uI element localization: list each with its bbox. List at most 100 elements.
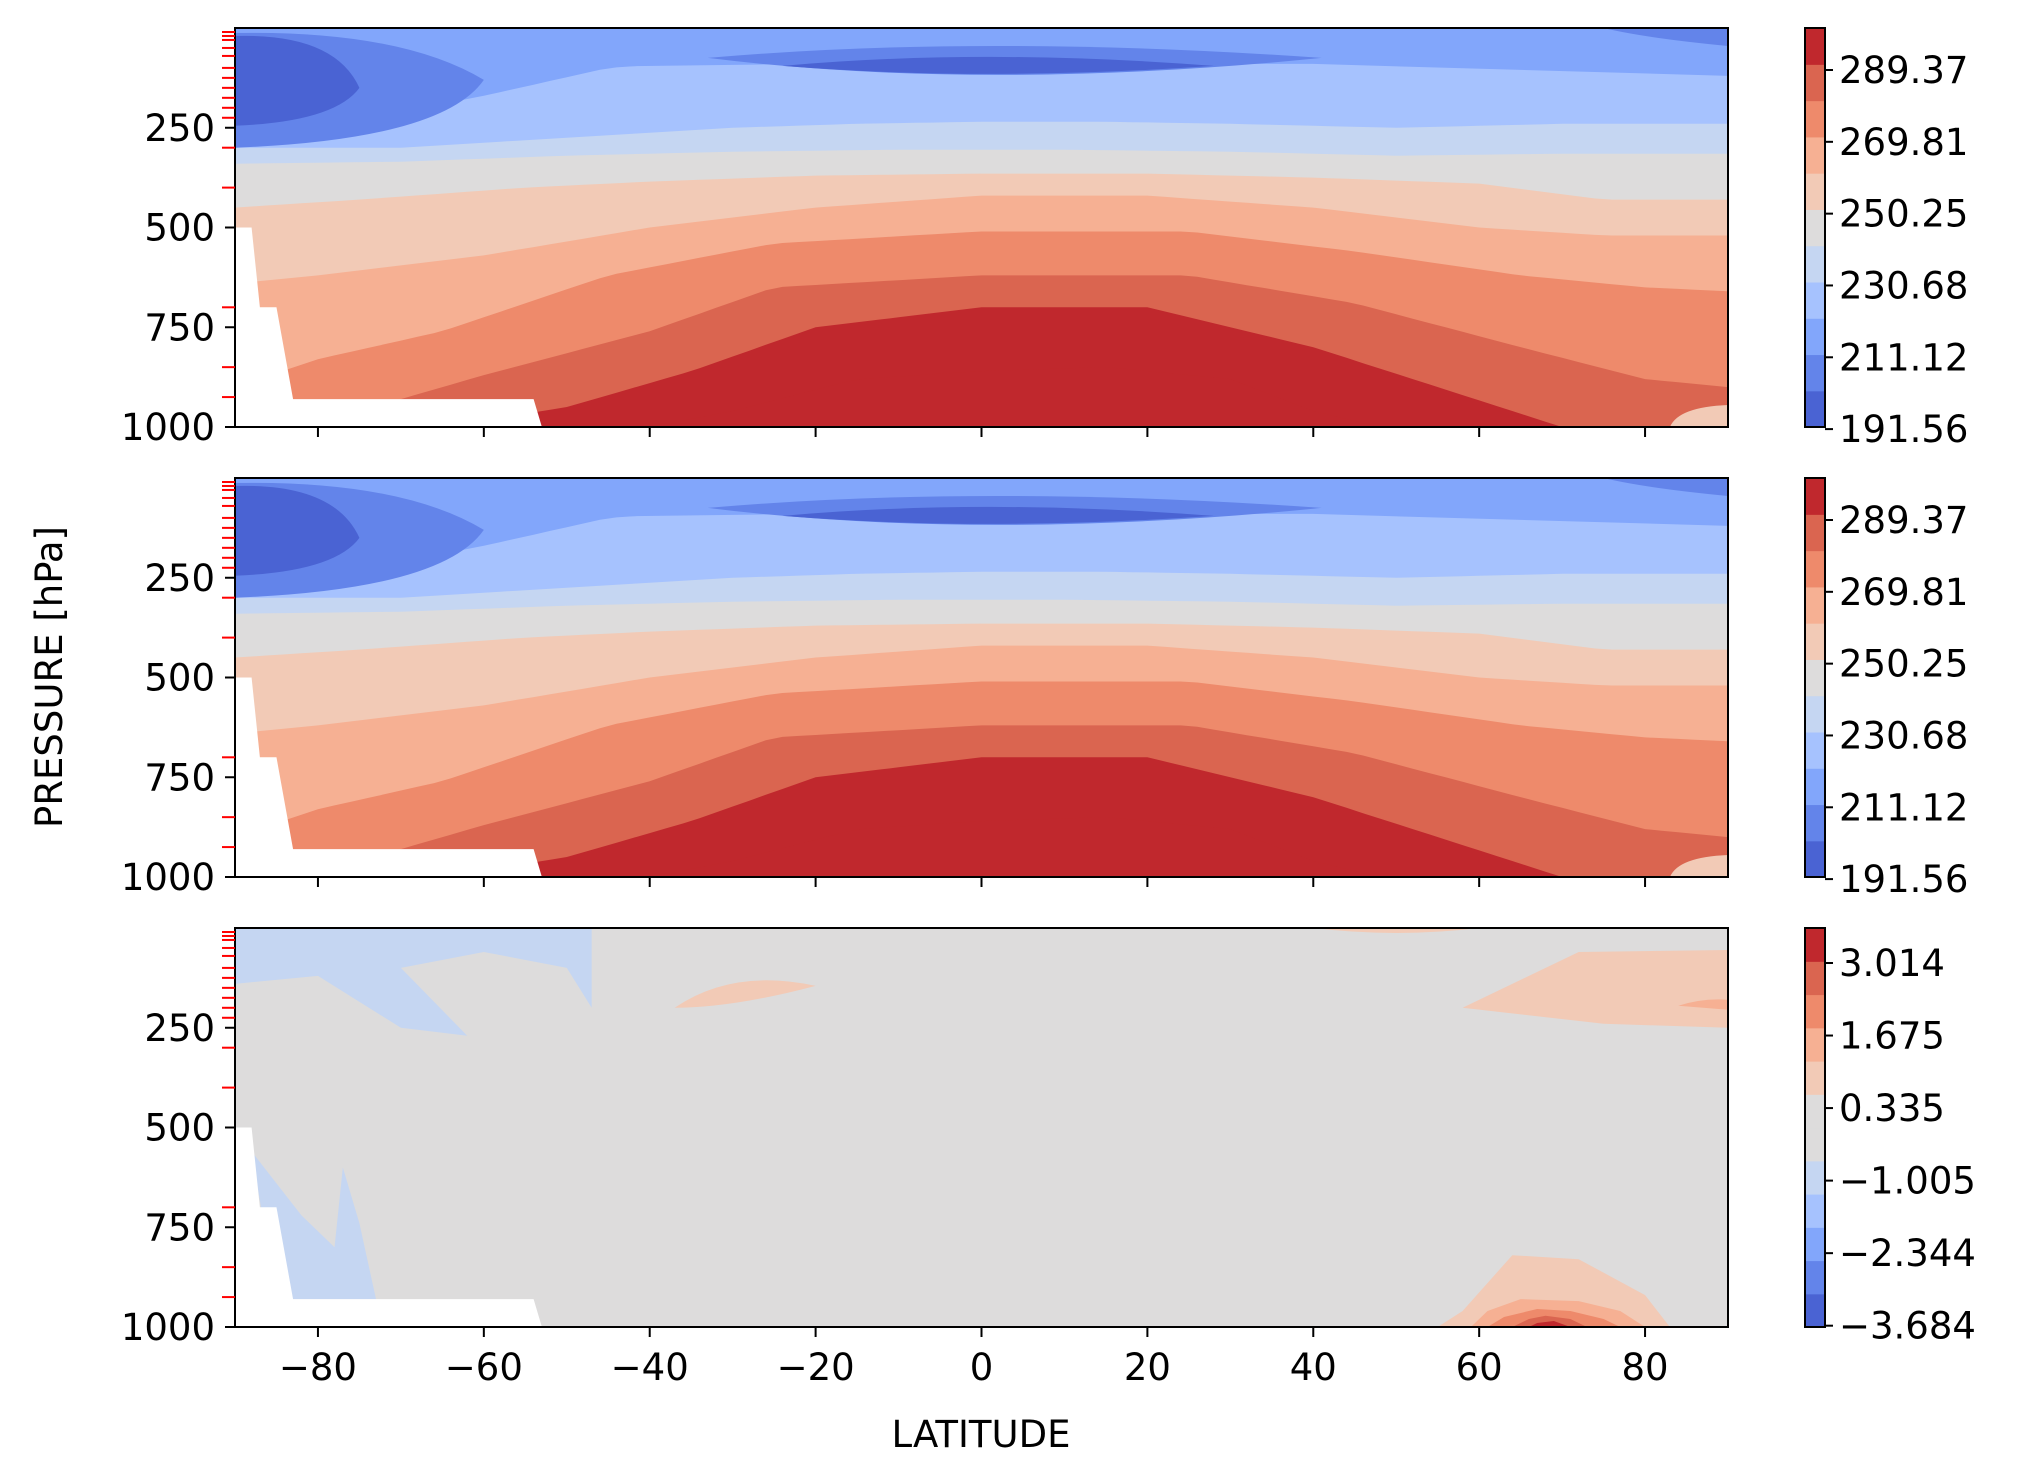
colorbar-segment — [1805, 1061, 1825, 1095]
colorbar-segment — [1805, 1194, 1825, 1228]
y-tick-label: 250 — [144, 1007, 215, 1050]
colorbar-segment — [1805, 390, 1825, 428]
y-tick-label: 750 — [144, 756, 215, 799]
x-tick-label: 40 — [1290, 1346, 1337, 1389]
colorbar-segment — [1805, 550, 1825, 588]
colorbar-segment — [1805, 478, 1825, 515]
colorbar-segment — [1805, 1027, 1825, 1062]
y-tick-label: 1000 — [121, 856, 215, 899]
colorbar-segment — [1805, 623, 1825, 660]
colorbar-0: 191.56 211.12 230.68 250.25 269.81 289.37 — [1804, 27, 1968, 451]
colorbar-segment — [1805, 1094, 1825, 1129]
colorbar-segment — [1805, 659, 1825, 697]
colorbar-tick-label: 289.37 — [1839, 499, 1968, 542]
contour-arctic-surface-level-4 — [1512, 1315, 1587, 1327]
panel-middle-field — [235, 478, 1728, 877]
x-tick-label: −80 — [279, 1346, 357, 1389]
colorbar-tick-label: −3.684 — [1839, 1305, 1976, 1348]
x-axis-label: LATITUDE — [892, 1413, 1071, 1456]
colorbar-tick-label: 250.25 — [1839, 193, 1968, 236]
colorbar-tick-label: 269.81 — [1839, 571, 1968, 614]
colorbar-segment — [1805, 136, 1825, 174]
colorbar-tick-label: 3.014 — [1839, 942, 1945, 985]
colorbar-segment — [1805, 514, 1825, 552]
colorbar-segment — [1805, 695, 1825, 733]
contour-positive-top — [1313, 928, 1480, 933]
colorbar-frame — [1804, 27, 1826, 428]
colorbar-segment — [1805, 354, 1825, 392]
x-tick-label: 20 — [1124, 1346, 1171, 1389]
contour-level-10 — [235, 367, 1728, 427]
missing-data-region — [235, 1127, 542, 1327]
colorbar-segment — [1805, 28, 1825, 65]
contour-level-10 — [235, 817, 1728, 877]
contour-positive-tropical-upper — [674, 980, 816, 1008]
contour-arctic-top — [1603, 28, 1728, 46]
contour-polar-cold-core — [235, 35, 360, 126]
colorbar-segment — [1805, 804, 1825, 842]
colorbar-tick-label: 289.37 — [1839, 49, 1968, 92]
x-tick-label: −60 — [445, 1346, 523, 1389]
colorbar-tick-label: −1.005 — [1839, 1160, 1976, 1203]
colorbar-segment — [1805, 994, 1825, 1029]
contour-level-9 — [235, 757, 1728, 877]
contour-arctic-top — [1603, 478, 1728, 496]
contour-arctic-surface-level-5 — [1528, 1321, 1571, 1327]
y-tick-label: 1000 — [121, 406, 215, 449]
colorbar-frame — [1804, 477, 1826, 878]
colorbar-tick-label: 191.56 — [1839, 408, 1968, 451]
colorbar-tick-label: 230.68 — [1839, 714, 1968, 757]
contour-level-9 — [235, 307, 1728, 427]
x-tick-label: 0 — [970, 1346, 994, 1389]
colorbar-segment — [1805, 1127, 1825, 1162]
y-tick-label: 750 — [144, 1206, 215, 1249]
colorbar-segment — [1805, 245, 1825, 283]
x-tick-label: −20 — [777, 1346, 855, 1389]
colorbar-segment — [1805, 1227, 1825, 1262]
colorbar-tick-label: 211.12 — [1839, 336, 1968, 379]
colorbar-segment — [1805, 928, 1825, 962]
colorbar-segment — [1805, 209, 1825, 247]
y-tick-label: 250 — [144, 107, 215, 150]
colorbar-tick-label: 191.56 — [1839, 858, 1968, 901]
colorbar-tick-label: 230.68 — [1839, 264, 1968, 307]
colorbar-segment — [1805, 100, 1825, 138]
y-tick-label: 500 — [144, 657, 215, 700]
colorbar-segment — [1805, 731, 1825, 769]
contour-negative-upper — [235, 928, 592, 1036]
colorbar-tick-label: −2.344 — [1839, 1232, 1976, 1275]
panel-bottom-field — [235, 928, 1728, 1327]
contour-tropical-cold-core — [782, 56, 1214, 74]
y-axis-label: PRESSURE [hPa] — [28, 526, 71, 828]
y-tick-label: 500 — [144, 1107, 215, 1150]
colorbar-tick-label: 211.12 — [1839, 786, 1968, 829]
axes-middle: 250 500 750 1000 — [121, 477, 1729, 899]
colorbar-segment — [1805, 1260, 1825, 1295]
contour-level-zero — [235, 928, 1728, 1327]
y-tick-label: 1000 — [121, 1306, 215, 1349]
colorbar-segment — [1805, 318, 1825, 356]
y-tick-label: 750 — [144, 306, 215, 349]
colorbar-segment — [1805, 586, 1825, 624]
panel-top-field — [235, 28, 1728, 427]
colorbar-tick-label: 0.335 — [1839, 1087, 1945, 1130]
y-tick-label: 500 — [144, 207, 215, 250]
colorbar-segment — [1805, 64, 1825, 102]
colorbar-segment — [1805, 1293, 1825, 1328]
axes-bottom: 250 500 750 1000 −80 −60 −40 −20 0 20 40 60 80 — [121, 927, 1729, 1389]
contour-arctic-surface — [1669, 405, 1728, 427]
colorbar-segment — [1805, 961, 1825, 996]
missing-data-region — [235, 227, 542, 427]
contour-tropical-cold-core — [782, 506, 1214, 524]
axes-top: 250 500 750 1000 — [121, 27, 1729, 449]
colorbar-segment — [1805, 1160, 1825, 1195]
colorbar-segment — [1805, 768, 1825, 806]
x-tick-label: 60 — [1456, 1346, 1503, 1389]
contour-arctic-surface — [1669, 855, 1728, 877]
y-tick-label: 250 — [144, 557, 215, 600]
colorbar-segment — [1805, 840, 1825, 878]
contour-positive-arctic-upper-core — [1678, 999, 1728, 1010]
colorbar-segment — [1805, 281, 1825, 319]
missing-data-region — [235, 677, 542, 877]
contour-positive-arctic-upper — [1462, 949, 1728, 1028]
